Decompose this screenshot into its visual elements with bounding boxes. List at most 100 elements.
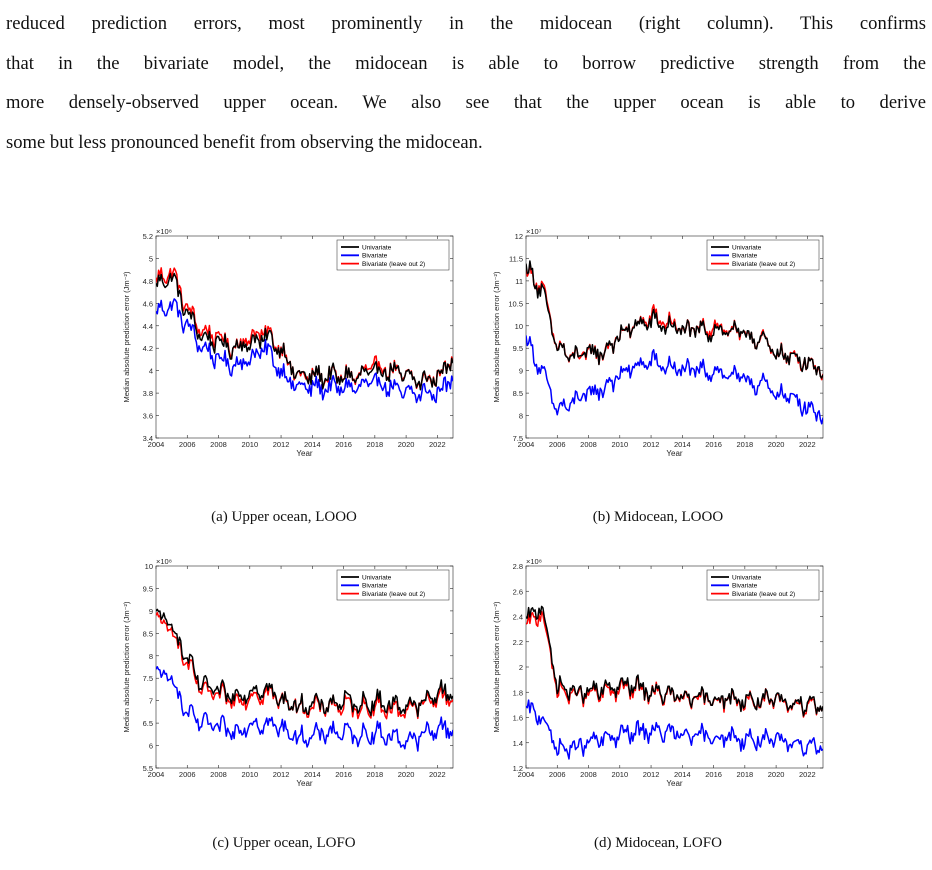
- x-tick-label: 2012: [643, 440, 660, 449]
- x-tick-label: 2004: [518, 770, 535, 779]
- legend-entry: Bivariate: [362, 583, 388, 590]
- x-tick-label: 2010: [611, 440, 628, 449]
- series-line-bivariate: [526, 699, 823, 760]
- x-tick-label: 2008: [580, 770, 597, 779]
- y-tick-label: 9.5: [513, 344, 523, 353]
- x-tick-label: 2014: [304, 770, 321, 779]
- y-tick-label: 7: [149, 697, 153, 706]
- x-axis-label: Year: [296, 779, 313, 788]
- x-tick-label: 2018: [736, 440, 753, 449]
- x-tick-label: 2014: [674, 440, 691, 449]
- x-tick-label: 2016: [705, 770, 722, 779]
- y-tick-label: 10.5: [508, 299, 523, 308]
- y-tick-label: 5: [149, 254, 153, 263]
- y-tick-label: 4.8: [143, 277, 153, 286]
- axis-exponent: ×10⁸: [156, 227, 172, 236]
- x-tick-label: 2022: [429, 770, 446, 779]
- paragraph-line: reduced prediction errors, most prominen…: [6, 13, 926, 34]
- y-tick-label: 3.8: [143, 389, 153, 398]
- legend-entry: Univariate: [732, 574, 762, 581]
- legend-entry: Bivariate (leave out 2): [362, 591, 425, 598]
- y-tick-label: 2: [519, 663, 523, 672]
- x-tick-label: 2008: [210, 440, 227, 449]
- y-axis-label: Median absolute prediction error (Jm⁻²): [122, 271, 131, 403]
- x-tick-label: 2006: [549, 440, 566, 449]
- x-tick-label: 2004: [148, 770, 165, 779]
- y-tick-label: 6: [149, 742, 153, 751]
- x-tick-label: 2008: [580, 440, 597, 449]
- y-tick-label: 1.2: [513, 764, 523, 773]
- y-tick-label: 2.6: [513, 587, 523, 596]
- x-tick-label: 2020: [768, 770, 785, 779]
- legend-entry: Univariate: [362, 244, 392, 251]
- x-tick-label: 2018: [366, 770, 383, 779]
- chart-upper-ocean-looo: 3.4 3.6 3.8 4 4.2 4.4 4.6 4.8 5 5.2 2004 2006 2008 20…: [122, 227, 454, 458]
- paragraph-line: that in the bivariate model, the midocea…: [6, 52, 926, 74]
- axis-exponent: ×10⁸: [156, 557, 172, 566]
- x-tick-label: 2006: [549, 770, 566, 779]
- y-tick-label: 4: [149, 367, 153, 376]
- x-tick-label: 2010: [241, 440, 258, 449]
- series-line-univariate: [526, 260, 823, 379]
- caption-c: (c) Upper ocean, LOFO: [212, 835, 356, 851]
- series-lines: [526, 260, 823, 425]
- y-tick-label: 8: [519, 412, 523, 421]
- x-tick-label: 2020: [398, 440, 415, 449]
- series-line-univariate: [156, 608, 453, 718]
- y-tick-label: 7.5: [513, 434, 523, 443]
- y-tick-label: 4.4: [143, 322, 153, 331]
- x-tick-label: 2022: [799, 440, 816, 449]
- paragraph-line: some but less pronounced benefit from ob…: [6, 131, 483, 153]
- x-tick-label: 2016: [705, 440, 722, 449]
- x-tick-label: 2018: [736, 770, 753, 779]
- series-line-bivariate-leave-out-2: [156, 611, 453, 720]
- y-axis-label: Median absolute prediction error (Jm⁻²): [492, 271, 501, 403]
- x-tick-label: 2022: [429, 440, 446, 449]
- y-tick-label: 9: [149, 607, 153, 616]
- x-tick-label: 2006: [179, 440, 196, 449]
- axis-exponent: ×10⁸: [526, 557, 542, 566]
- legend-entry: Bivariate: [732, 253, 758, 260]
- y-tick-label: 3.6: [143, 412, 153, 421]
- y-tick-label: 6.5: [143, 719, 153, 728]
- legend-entry: Univariate: [362, 574, 392, 581]
- y-tick-label: 8.5: [143, 629, 153, 638]
- x-tick-label: 2020: [768, 440, 785, 449]
- x-axis-label: Year: [666, 779, 683, 788]
- y-tick-label: 2.8: [513, 562, 523, 571]
- x-tick-label: 2006: [179, 770, 196, 779]
- x-tick-label: 2008: [210, 770, 227, 779]
- y-tick-label: 12: [515, 232, 523, 241]
- y-tick-label: 3.4: [143, 434, 153, 443]
- caption-d: (d) Midocean, LOFO: [594, 835, 722, 851]
- y-tick-label: 10: [515, 322, 523, 331]
- subfigure-d: 1.2 1.4 1.6 1.8 2 2.2 2.4 2.6 2.8 2004 2006 2008 201…: [488, 556, 834, 806]
- y-tick-label: 10: [145, 562, 153, 571]
- y-tick-label: 9.5: [143, 584, 153, 593]
- legend-entry: Bivariate (leave out 2): [732, 261, 795, 268]
- y-tick-label: 5.5: [143, 764, 153, 773]
- body-paragraph: reduced prediction errors, most prominen…: [6, 4, 926, 162]
- x-tick-label: 2022: [799, 770, 816, 779]
- chart-midocean-lofo: 1.2 1.4 1.6 1.8 2 2.2 2.4 2.6 2.8 2004 2006 2008 201…: [492, 557, 824, 788]
- series-line-univariate: [526, 605, 823, 717]
- subfigure-a: 3.4 3.6 3.8 4 4.2 4.4 4.6 4.8 5 5.2 2004 2006 2008 20…: [118, 226, 464, 476]
- y-tick-label: 8: [149, 652, 153, 661]
- x-tick-label: 2020: [398, 770, 415, 779]
- legend-entry: Bivariate (leave out 2): [732, 591, 795, 598]
- y-tick-label: 9: [519, 367, 523, 376]
- y-tick-label: 8.5: [513, 389, 523, 398]
- y-tick-label: 4.6: [143, 299, 153, 308]
- y-axis-label: Median absolute prediction error (Jm⁻²): [122, 601, 131, 733]
- series-lines: [156, 608, 453, 752]
- series-line-univariate: [156, 272, 453, 391]
- x-tick-label: 2010: [241, 770, 258, 779]
- x-tick-label: 2016: [335, 770, 352, 779]
- series-lines: [526, 605, 823, 760]
- subfigure-c: 5.5 6 6.5 7 7.5 8 8.5 9 9.5 10 2004 2006 2008 2010 201…: [118, 556, 464, 806]
- chart-upper-ocean-lofo: 5.5 6 6.5 7 7.5 8 8.5 9 9.5 10 2004 2006 2008 2010 201…: [122, 557, 454, 788]
- y-axis-label: Median absolute prediction error (Jm⁻²): [492, 601, 501, 733]
